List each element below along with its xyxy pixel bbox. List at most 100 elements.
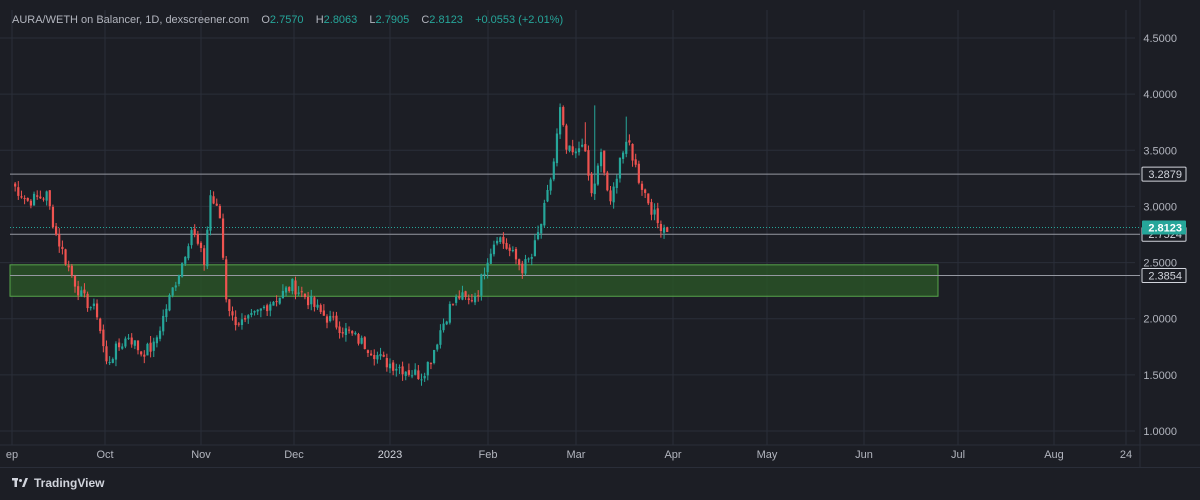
level-price-tag: [1141, 267, 1187, 283]
candle-body: [606, 172, 609, 191]
candlestick-chart[interactable]: 1.0000 1.5000 2.0000 2.5000 3.0000 3.5000 4.00…: [0, 0, 1200, 467]
y-tick-label: 4.5000: [1143, 33, 1177, 45]
candle-body: [477, 295, 480, 297]
candle-body: [376, 355, 379, 360]
candle-body: [426, 361, 429, 376]
candle-body: [121, 346, 124, 349]
candle-body: [143, 354, 146, 357]
candle-body: [344, 328, 347, 336]
candle-body: [221, 218, 225, 258]
candle-body: [552, 161, 555, 180]
candle-body: [307, 297, 310, 306]
candle-body: [489, 253, 492, 264]
candle-body: [102, 329, 105, 347]
candle-body: [398, 367, 401, 369]
candle-body: [322, 310, 325, 316]
candle-body: [603, 150, 606, 173]
candle-body: [587, 150, 590, 176]
candle-body: [574, 151, 577, 154]
candle-body: [442, 323, 445, 331]
candle-body: [73, 275, 77, 287]
candle-body: [357, 334, 360, 344]
candle-body: [496, 240, 499, 244]
candle-body: [262, 306, 266, 308]
candle-body: [83, 289, 86, 294]
legend-high-label: H: [315, 14, 324, 26]
candle-body: [184, 256, 187, 264]
candle-body: [149, 342, 152, 352]
legend-change: +0.0553 (+2.01%): [475, 14, 564, 26]
candle-body: [593, 183, 596, 195]
candle-body: [130, 337, 133, 345]
candle-body: [155, 337, 158, 344]
candle-body: [89, 307, 92, 309]
candle-body: [136, 340, 140, 351]
candle-body: [492, 244, 496, 255]
candle-body: [32, 193, 36, 206]
candle-body: [499, 237, 502, 242]
candle-body: [187, 246, 190, 259]
candle-body: [618, 157, 622, 179]
candle-body: [659, 223, 662, 232]
candle-body: [467, 298, 470, 300]
tradingview-logo-icon: [12, 478, 28, 487]
x-tick-label: Feb: [479, 449, 498, 461]
candle-body: [410, 375, 414, 377]
candle-body: [656, 208, 659, 224]
candle-body: [190, 230, 193, 246]
candle-body: [108, 362, 111, 364]
candle-body: [316, 304, 319, 308]
candle-body: [536, 232, 540, 240]
candle-body: [165, 308, 168, 318]
candle-body: [228, 299, 231, 312]
candle-body: [612, 186, 615, 203]
candle-body: [360, 337, 363, 344]
candle-body: [417, 370, 420, 380]
candle-body: [140, 351, 143, 355]
support-zone: [9, 264, 939, 297]
x-tick-label: ep: [6, 449, 18, 461]
candle-body: [329, 315, 332, 322]
candle-body: [231, 311, 234, 316]
candle-body: [51, 206, 55, 228]
candle-body: [55, 226, 58, 235]
candle-body: [253, 311, 256, 313]
candle-body: [555, 133, 559, 164]
candle-body: [291, 278, 294, 292]
candle-body: [269, 304, 272, 311]
legend-close-value: 2.8123: [429, 14, 463, 26]
candle-body: [414, 369, 417, 375]
candle-body: [407, 370, 410, 375]
candle-body: [511, 250, 514, 252]
candle-body: [272, 301, 275, 306]
candle-body: [36, 195, 39, 197]
candle-body: [297, 292, 300, 294]
candle-body: [521, 263, 524, 274]
candle-body: [640, 183, 644, 190]
candle-body: [114, 343, 118, 360]
candle-body: [366, 350, 370, 354]
candle-body: [45, 191, 48, 201]
candle-body: [218, 205, 221, 219]
candle-body: [385, 358, 388, 368]
candle-body: [354, 332, 357, 335]
candle-body: [373, 354, 376, 360]
x-tick-label: Jun: [855, 449, 873, 461]
candle-body: [215, 203, 218, 206]
candle-body: [80, 290, 83, 297]
candle-body: [458, 296, 461, 299]
x-tick-label: Jul: [951, 449, 965, 461]
candle-body: [565, 125, 568, 150]
candle-body: [634, 159, 637, 165]
candle-body: [445, 321, 448, 325]
candle-body: [199, 242, 203, 249]
candle-body: [177, 275, 181, 284]
candle-body: [423, 375, 426, 379]
candle-body: [244, 318, 247, 320]
candle-body: [133, 340, 136, 346]
candle-body: [596, 165, 599, 185]
tradingview-brand[interactable]: TradingView: [12, 476, 104, 490]
candle-body: [313, 297, 316, 307]
candle-body: [67, 265, 70, 268]
